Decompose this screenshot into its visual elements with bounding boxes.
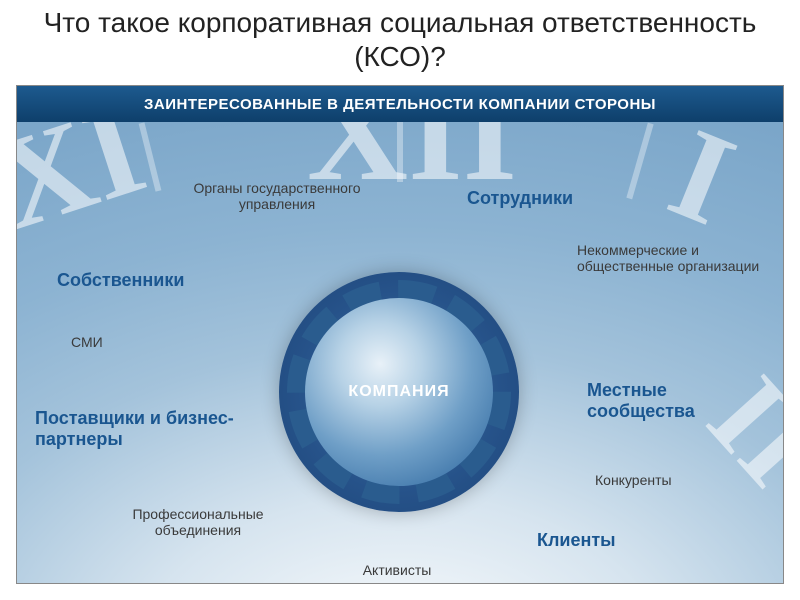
stakeholder-label: Активисты (327, 562, 467, 578)
stakeholder-label: Клиенты (537, 530, 687, 551)
stakeholder-label: Конкуренты (595, 472, 745, 488)
diagram: ЗАИНТЕРЕСОВАННЫЕ В ДЕЯТЕЛЬНОСТИ КОМПАНИИ… (16, 85, 784, 584)
center-label: КОМПАНИЯ (348, 383, 449, 401)
banner: ЗАИНТЕРЕСОВАННЫЕ В ДЕЯТЕЛЬНОСТИ КОМПАНИИ… (17, 86, 783, 122)
page-title: Что такое корпоративная социальная ответ… (0, 0, 800, 77)
stakeholder-label: СМИ (71, 334, 171, 350)
stakeholder-label: Сотрудники (467, 188, 667, 209)
stakeholder-label: Собственники (57, 270, 257, 291)
roman-numeral: XI (17, 122, 161, 261)
stakeholder-label: Поставщики и бизнес-партнеры (35, 408, 255, 449)
center-ring-inner: КОМПАНИЯ (305, 298, 493, 486)
stakeholder-label: Органы государственного управления (177, 180, 377, 212)
stakeholder-label: Профессиональные объединения (103, 506, 293, 538)
stakeholder-label: Некоммерческие и общественные организаци… (577, 242, 777, 274)
stakeholder-label: Местные сообщества (587, 380, 767, 421)
diagram-background: XIXIIIII КОМПАНИЯ Органы государственног… (17, 122, 783, 583)
